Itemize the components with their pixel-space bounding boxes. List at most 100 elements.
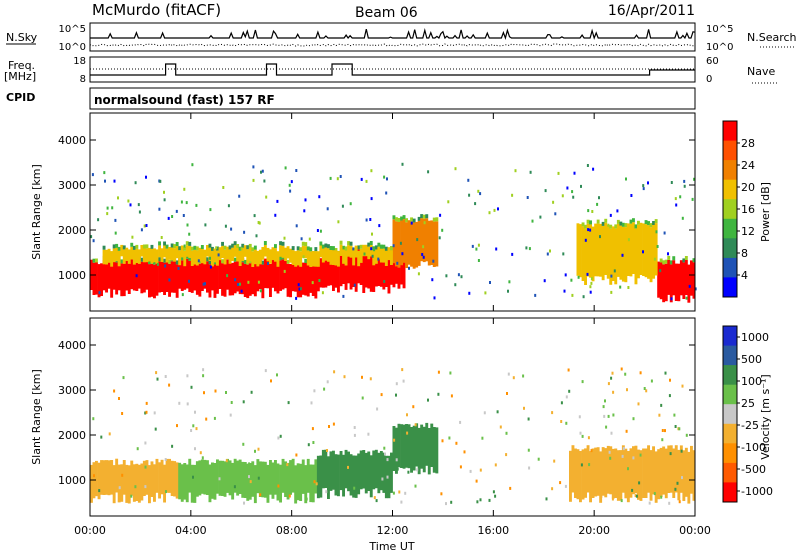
data-cell bbox=[125, 260, 129, 291]
data-cell bbox=[387, 247, 391, 261]
data-cell bbox=[637, 449, 640, 500]
data-cell bbox=[659, 262, 663, 300]
data-cell bbox=[663, 231, 666, 235]
data-cell bbox=[243, 263, 247, 297]
data-cell bbox=[392, 219, 396, 264]
data-cell bbox=[185, 464, 189, 503]
data-cell bbox=[281, 458, 285, 493]
x-tick-label: 00:00 bbox=[74, 524, 106, 537]
data-cell bbox=[221, 241, 224, 246]
data-cell bbox=[100, 263, 103, 296]
data-cell bbox=[395, 249, 398, 284]
data-cell bbox=[632, 456, 635, 460]
data-cell bbox=[93, 474, 95, 478]
data-cell bbox=[587, 436, 590, 440]
data-cell bbox=[526, 196, 529, 199]
data-cell bbox=[140, 228, 143, 232]
data-cell bbox=[372, 450, 376, 490]
data-cell bbox=[455, 441, 458, 445]
data-cell bbox=[522, 374, 525, 378]
data-cell bbox=[604, 218, 608, 223]
data-cell bbox=[310, 401, 313, 405]
data-cell bbox=[374, 449, 378, 489]
data-cell bbox=[305, 497, 308, 501]
freq-tick-low: 8 bbox=[80, 74, 86, 85]
data-cell bbox=[168, 259, 171, 264]
data-cell bbox=[284, 166, 287, 170]
data-cell bbox=[221, 259, 224, 264]
data-cell bbox=[326, 380, 329, 384]
data-cell bbox=[629, 223, 633, 277]
data-cell bbox=[337, 251, 340, 267]
data-cell bbox=[624, 372, 627, 376]
data-cell bbox=[135, 274, 138, 278]
data-cell bbox=[353, 426, 356, 429]
data-cell bbox=[112, 248, 116, 263]
data-cell bbox=[427, 170, 430, 174]
data-cell bbox=[367, 432, 370, 436]
data-cell bbox=[170, 460, 174, 496]
data-cell bbox=[178, 462, 182, 500]
data-cell bbox=[242, 400, 245, 404]
data-cell bbox=[577, 275, 580, 279]
data-cell bbox=[107, 460, 111, 496]
data-cell bbox=[276, 261, 280, 294]
data-cell bbox=[386, 475, 389, 479]
data-cell bbox=[605, 425, 608, 429]
data-cell bbox=[539, 215, 542, 219]
data-cell bbox=[687, 451, 691, 504]
data-cell bbox=[216, 250, 219, 266]
data-cell bbox=[601, 447, 605, 496]
data-cell bbox=[554, 212, 557, 216]
colorbar-segment bbox=[723, 179, 737, 200]
data-cell bbox=[402, 379, 405, 383]
data-cell bbox=[662, 446, 666, 495]
data-cell bbox=[677, 263, 681, 302]
data-cell bbox=[398, 490, 401, 494]
data-cell bbox=[95, 262, 98, 295]
data-cell bbox=[178, 401, 181, 405]
data-cell bbox=[311, 281, 314, 285]
data-cell bbox=[306, 246, 310, 251]
data-cell bbox=[607, 223, 610, 227]
data-cell bbox=[497, 207, 499, 211]
data-cell bbox=[527, 448, 530, 452]
data-cell bbox=[117, 246, 121, 251]
data-cell bbox=[303, 209, 306, 213]
data-cell bbox=[178, 250, 182, 266]
data-cell bbox=[471, 244, 474, 248]
data-cell bbox=[508, 280, 511, 284]
data-cell bbox=[631, 488, 634, 492]
data-cell bbox=[642, 448, 645, 498]
data-cell bbox=[296, 463, 300, 501]
data-cell bbox=[134, 485, 137, 489]
data-cell bbox=[164, 264, 167, 268]
data-cell bbox=[190, 385, 193, 389]
data-cell bbox=[506, 392, 508, 395]
data-cell bbox=[296, 264, 300, 298]
data-cell bbox=[598, 196, 600, 200]
data-cell bbox=[439, 213, 442, 217]
data-cell bbox=[672, 260, 676, 296]
data-cell bbox=[534, 293, 537, 297]
data-cell bbox=[222, 186, 225, 189]
data-cell bbox=[401, 252, 404, 256]
data-cell bbox=[610, 431, 613, 435]
data-cell bbox=[435, 427, 439, 474]
colorbar-tick-label: 8 bbox=[741, 247, 748, 260]
data-cell bbox=[382, 452, 386, 493]
data-cell bbox=[125, 247, 129, 261]
data-cell bbox=[625, 429, 628, 433]
data-cell bbox=[284, 247, 287, 261]
data-cell bbox=[103, 171, 106, 175]
data-cell bbox=[153, 248, 156, 263]
data-cell bbox=[359, 248, 363, 263]
data-cell bbox=[92, 262, 96, 295]
data-cell bbox=[150, 461, 154, 497]
data-cell bbox=[117, 250, 121, 267]
data-cell bbox=[578, 415, 581, 419]
data-cell bbox=[221, 263, 224, 296]
data-cell bbox=[611, 226, 615, 281]
data-cell bbox=[603, 414, 606, 418]
data-cell bbox=[309, 247, 313, 252]
